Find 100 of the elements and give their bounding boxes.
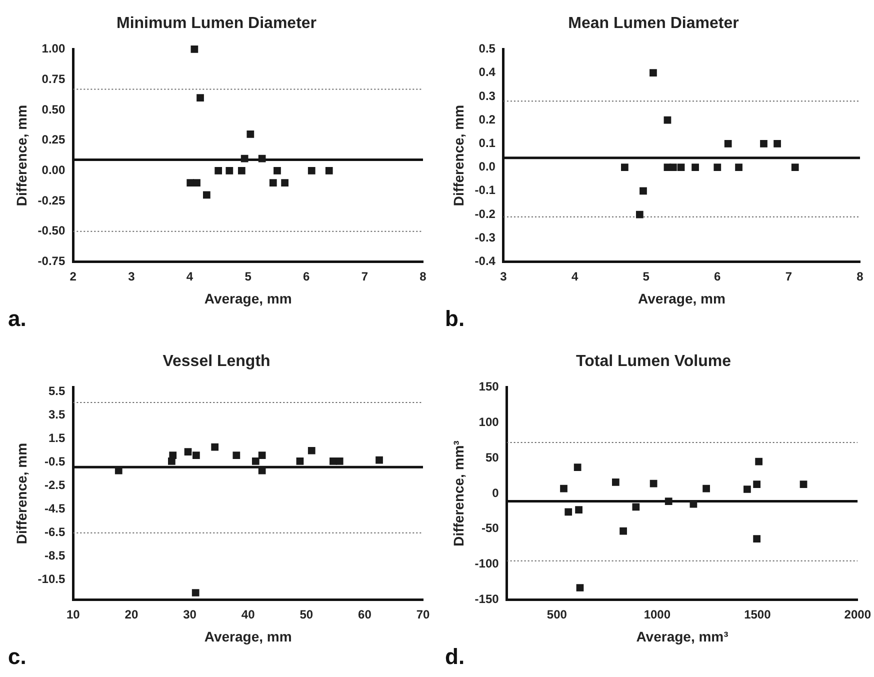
point (753, 480, 760, 488)
point (238, 167, 246, 174)
y-tick-label: -0.2 (474, 206, 496, 221)
x-tick-label: 4 (571, 269, 578, 284)
x-tick-label: 1000 (644, 607, 671, 622)
x-axis-title: Average, mm (638, 290, 726, 306)
y-tick-label: 0.00 (42, 163, 66, 177)
point (560, 484, 568, 492)
point (192, 589, 200, 596)
y-tick-label: 150 (478, 380, 500, 394)
y-tick-label: -0.25 (38, 193, 66, 208)
point (664, 498, 672, 505)
point (576, 584, 584, 592)
point (755, 458, 762, 466)
point (640, 187, 647, 195)
x-tick-label: 50 (300, 607, 314, 622)
x-tick-label: 3 (500, 269, 508, 284)
point (724, 140, 732, 148)
y-tick-label: -0.1 (474, 183, 496, 198)
y-tick-label: -8.5 (44, 548, 66, 563)
point (575, 506, 582, 514)
y-tick-label: -100 (474, 556, 500, 571)
point (632, 503, 640, 511)
point (226, 167, 234, 174)
point (252, 458, 260, 465)
x-tick-label: 8 (420, 269, 427, 284)
x-tick-label: 20 (124, 607, 138, 622)
point (190, 46, 198, 53)
point (325, 167, 333, 174)
point (791, 164, 799, 171)
y-tick-label: 0.5 (478, 42, 496, 56)
y-tick-label: 1.00 (42, 42, 66, 56)
point (650, 69, 657, 77)
point (258, 154, 266, 162)
point (114, 466, 122, 474)
point (211, 443, 219, 451)
point (714, 164, 722, 171)
y-tick-label: 3.5 (48, 408, 66, 422)
y-tick-label: -0.5 (44, 454, 66, 469)
text: a. (8, 306, 26, 332)
y-tick-label: -0.75 (38, 254, 66, 268)
point (774, 140, 781, 148)
point (330, 458, 337, 465)
x-tick-label: 6 (714, 269, 722, 284)
y-tick-label: 0.2 (478, 112, 496, 126)
point (574, 464, 582, 471)
x-tick-label: 30 (183, 607, 197, 622)
point (650, 480, 658, 488)
chart-title: Vessel Length (162, 353, 270, 370)
y-axis-title: Difference, mm³ (450, 440, 466, 546)
y-tick-label: 50 (485, 450, 500, 464)
x-tick-label: 7 (785, 269, 792, 284)
y-tick-label: -0.50 (38, 224, 66, 238)
y-tick-label: 0.1 (478, 136, 496, 150)
x-tick-label: 40 (241, 607, 256, 622)
y-tick-label: -0.4 (474, 254, 496, 268)
y-tick-label: 100 (478, 414, 500, 429)
chart-title: Mean Lumen Diameter (568, 15, 739, 32)
y-tick-label: -150 (474, 592, 500, 606)
y-tick-label: 0.50 (42, 102, 66, 116)
x-axis-title: Average, mm (204, 290, 292, 306)
x-tick-label: 5 (244, 269, 252, 284)
chart-title: Minimum Lumen Diameter (116, 15, 317, 32)
y-tick-label: 0.25 (42, 132, 66, 147)
point (269, 179, 277, 187)
point (690, 500, 698, 508)
y-axis-title: Difference, mm (450, 104, 466, 206)
y-tick-label: -2.5 (44, 478, 66, 492)
x-tick-label: 6 (303, 269, 310, 284)
y-tick-label: 0 (492, 486, 500, 500)
point (760, 140, 768, 148)
point (336, 458, 344, 465)
x-tick-label: 5 (642, 269, 650, 284)
point (192, 452, 200, 460)
x-axis-title: Average, mm³ (636, 628, 729, 644)
y-axis-title: Difference, mm (13, 442, 30, 544)
point (376, 456, 383, 464)
y-tick-label: 1.5 (48, 431, 66, 446)
point (169, 452, 177, 460)
point (620, 527, 627, 535)
x-tick-label: 10 (66, 607, 80, 622)
point (664, 116, 672, 124)
x-tick-label: 7 (361, 269, 368, 284)
x-tick-label: 70 (416, 607, 430, 622)
point (621, 164, 628, 171)
x-tick-label: 1500 (744, 607, 772, 622)
point (258, 466, 266, 474)
y-tick-label: 0.4 (478, 65, 496, 80)
point (196, 94, 204, 102)
point (670, 164, 677, 171)
point (753, 535, 760, 543)
point (744, 486, 751, 493)
y-tick-label: -50 (481, 521, 500, 536)
point (232, 452, 240, 460)
y-tick-label: 0.0 (478, 160, 496, 174)
y-tick-label: 0.75 (42, 72, 66, 86)
point (308, 167, 316, 174)
y-tick-label: 5.5 (48, 384, 66, 398)
point (186, 179, 194, 187)
point (240, 154, 248, 162)
